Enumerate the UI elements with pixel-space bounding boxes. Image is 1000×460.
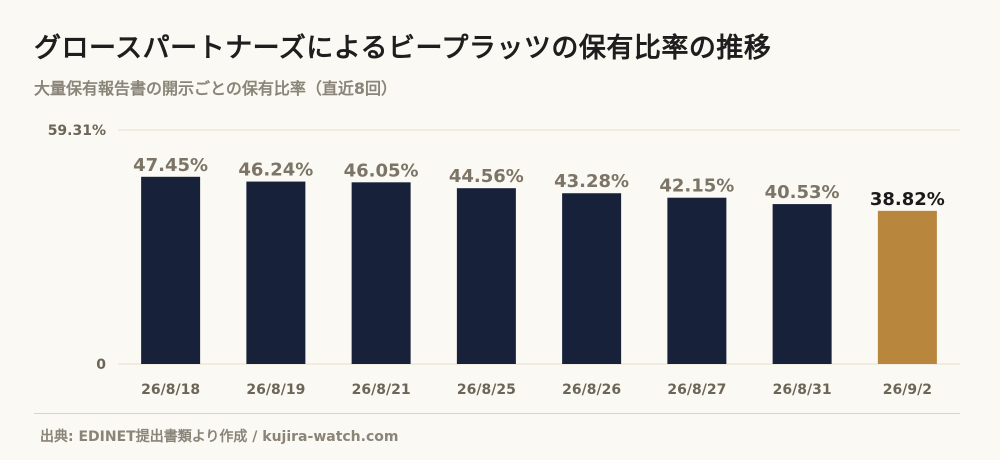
x-tick-label: 26/8/21 [352,382,411,398]
x-tick-label: 26/8/31 [773,382,832,398]
value-label: 43.28% [554,171,629,192]
y-tick-label: 59.31% [48,123,106,139]
value-label: 40.53% [765,182,840,203]
bar [667,197,727,364]
chart-subtitle: 大量保有報告書の開示ごとの保有比率（直近8回） [34,79,397,98]
x-tick-label: 26/8/25 [457,382,516,398]
value-label: 47.45% [133,155,208,176]
y-tick-label: 0 [96,357,106,373]
value-label: 46.05% [344,160,419,181]
source-note: 出典: EDINET提出書類より作成 / kujira-watch.com [40,429,399,445]
footer-divider [34,413,960,414]
value-label: 44.56% [449,166,524,187]
bar [877,210,937,364]
x-tick-label: 26/8/18 [141,382,200,398]
x-tick-label: 26/8/26 [562,382,621,398]
bar [562,193,622,364]
value-label: 42.15% [659,176,734,197]
bar [141,176,201,364]
bar [456,188,516,364]
value-label: 38.82% [870,189,945,210]
bar [351,182,411,364]
value-label: 46.24% [238,160,313,181]
bar [246,181,306,364]
chart-title: グロースパートナーズによるビープラッツの保有比率の推移 [34,33,772,64]
x-tick-label: 26/8/19 [246,382,305,398]
x-tick-label: 26/9/2 [883,382,932,398]
x-tick-label: 26/8/27 [667,382,726,398]
bar [772,204,832,364]
